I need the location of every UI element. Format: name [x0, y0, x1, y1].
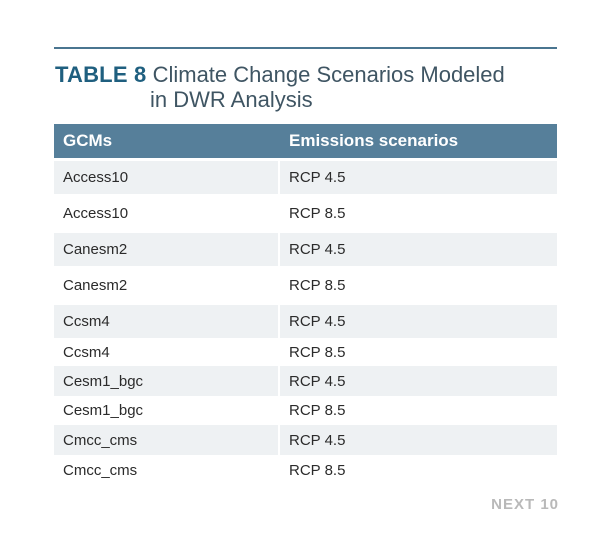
table-title: TABLE 8 Climate Change Scenarios Modeled… [55, 62, 555, 112]
gcm-cell: Cmcc_cms [63, 461, 138, 479]
table-row: Ccsm4 RCP 8.5 [54, 338, 557, 366]
emissions-cell: RCP 8.5 [289, 461, 346, 479]
gcm-cell: Cesm1_bgc [63, 402, 144, 419]
gcm-cell: Ccsm4 [63, 343, 110, 361]
table-row: Ccsm4 RCP 4.5 [54, 305, 557, 338]
table-number-label: TABLE 8 [55, 62, 147, 87]
column-header-gcms: GCMs [63, 131, 113, 150]
gcm-cell: Cmcc_cms [54, 425, 278, 455]
table-row: Canesm2 RCP 8.5 [54, 269, 557, 302]
emissions-cell: RCP 4.5 [280, 161, 557, 194]
emissions-cell: RCP 8.5 [289, 277, 346, 294]
emissions-cell: RCP 4.5 [280, 425, 557, 455]
table-row: Canesm2 RCP 4.5 [54, 233, 557, 266]
emissions-cell: RCP 8.5 [289, 205, 346, 222]
emissions-cell: RCP 4.5 [280, 366, 557, 396]
table-row: Cmcc_cms RCP 8.5 [54, 455, 557, 485]
gcm-cell: Access10 [63, 205, 129, 222]
table-title-line-1: Climate Change Scenarios Modeled [152, 62, 505, 87]
emissions-cell: RCP 4.5 [280, 305, 557, 338]
table-row: Cmcc_cms RCP 4.5 [54, 425, 557, 455]
table-title-line-2: in DWR Analysis [150, 87, 313, 112]
gcm-cell: Canesm2 [54, 233, 278, 266]
gcm-cell: Access10 [54, 161, 278, 194]
gcm-cell: Ccsm4 [54, 305, 278, 338]
gcm-cell: Canesm2 [63, 277, 128, 294]
table-row: Cesm1_bgc RCP 8.5 [54, 396, 557, 425]
gcm-cell: Cesm1_bgc [54, 366, 278, 396]
emissions-cell: RCP 8.5 [289, 402, 346, 419]
emissions-cell: RCP 8.5 [289, 343, 346, 361]
table-row: Access10 RCP 4.5 [54, 161, 557, 194]
column-header-emissions: Emissions scenarios [289, 131, 459, 150]
next10-logo: NEXT 10 [491, 496, 559, 513]
emissions-cell: RCP 4.5 [280, 233, 557, 266]
table-body: Access10 RCP 4.5 Access10 RCP 8.5 Canesm2 RCP… [54, 161, 557, 485]
top-divider [54, 47, 557, 49]
table-header-row: GCMs Emissions scenarios [54, 124, 557, 158]
scenarios-table: GCMs Emissions scenarios Access10 RCP 4.5… [54, 124, 557, 485]
table-row: Access10 RCP 8.5 [54, 197, 557, 230]
table-row: Cesm1_bgc RCP 4.5 [54, 366, 557, 396]
